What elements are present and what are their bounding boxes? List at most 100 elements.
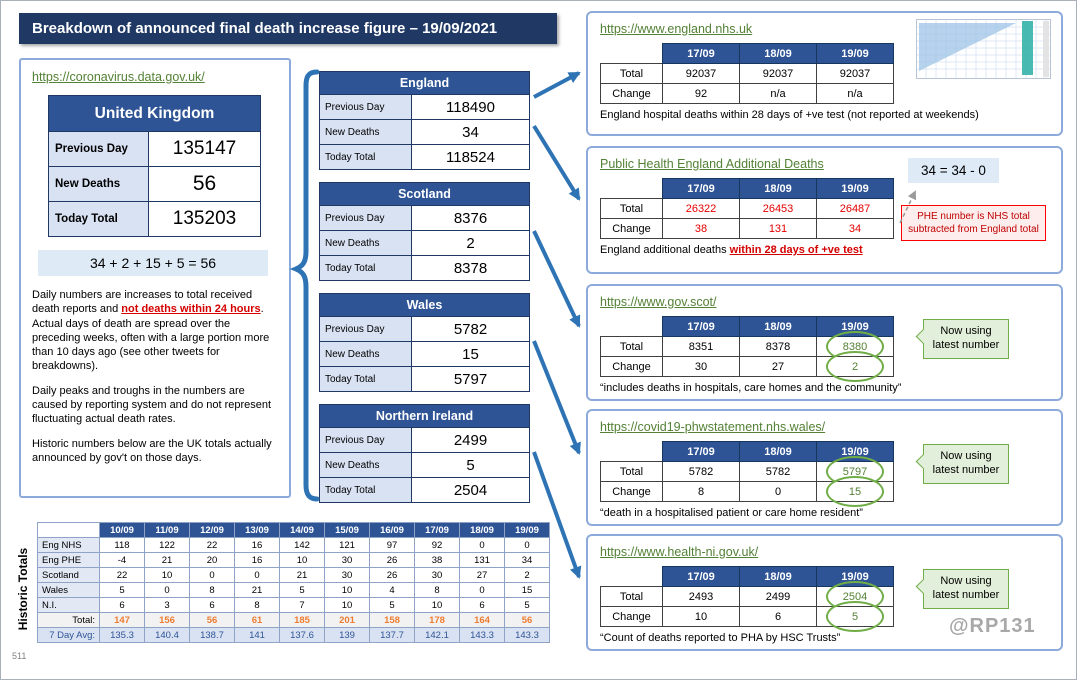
new-deaths-value: 5 xyxy=(466,456,475,474)
england-nhs-panel: https://www.england.nhs.uk 17/09 18/09 19/… xyxy=(586,11,1063,136)
value-cell: 139 xyxy=(324,627,370,643)
value-cell: 142.1 xyxy=(414,627,460,643)
row-label: Previous Day xyxy=(320,206,412,230)
explainer-paragraph-3: Historic numbers below are the UK totals… xyxy=(32,437,272,464)
value-cell: 8378 xyxy=(739,336,817,357)
circled-latest-value: 5 xyxy=(816,601,894,633)
value-cell: 5 xyxy=(504,597,550,613)
table-row: New Deaths 56 xyxy=(48,166,261,202)
value-cell: 2493 xyxy=(662,586,740,607)
value-cell: 5 xyxy=(279,582,325,598)
value-cell: 137.6 xyxy=(279,627,325,643)
value-cell: 92 xyxy=(662,83,740,104)
arrow-england-to-nhs xyxy=(533,71,581,99)
historic-row-eng-nhs: Eng NHS 118 122 22 16 142 121 97 92 0 0 xyxy=(37,537,550,553)
coronavirus-data-gov-uk-link[interactable]: https://coronavirus.data.gov.uk/ xyxy=(32,70,205,84)
date-header: 18/09 xyxy=(739,316,817,337)
value-cell: 34 xyxy=(504,552,550,568)
gov-scot-link[interactable]: https://www.gov.scot/ xyxy=(600,295,717,309)
value-cell: 135.3 xyxy=(99,627,145,643)
row-label: Today Total xyxy=(320,478,412,502)
value-cell: 92037 xyxy=(662,63,740,84)
row-label: Eng NHS xyxy=(37,537,100,553)
date-header: 19/09 xyxy=(816,316,894,337)
historic-table: 10/09 11/09 12/09 13/09 14/09 15/09 16/09 17/09… xyxy=(37,522,550,643)
table-row: Previous Day 135147 xyxy=(48,131,261,167)
value-cell: 6 xyxy=(99,597,145,613)
row-label: New Deaths xyxy=(320,231,412,255)
value-cell: 26322 xyxy=(662,198,740,219)
row-label: N.I. xyxy=(37,597,100,613)
value-cell: 8 xyxy=(414,582,460,598)
value-cell: 164 xyxy=(459,612,505,628)
total-row: Total 26322 26453 26487 xyxy=(600,198,894,219)
sum-formula-box: 34 + 2 + 15 + 5 = 56 xyxy=(38,250,268,276)
row-label: Today Total xyxy=(320,367,412,391)
value-cell: 21 xyxy=(234,582,280,598)
corner-cell xyxy=(37,522,100,538)
wales-table: Wales Previous Day 5782 New Deaths 15 Toda… xyxy=(319,293,530,392)
value-cell: 3 xyxy=(144,597,190,613)
health-ni-link[interactable]: https://www.health-ni.gov.uk/ xyxy=(600,545,759,559)
nhs-wales-link[interactable]: https://covid19-phwstatement.nhs.wales/ xyxy=(600,420,826,434)
arrow-england-to-phe xyxy=(532,124,581,201)
table-row: Today Total 5797 xyxy=(320,366,529,391)
text: . Actual days of death are spread over t… xyxy=(32,303,270,373)
date-header: 13/09 xyxy=(234,522,280,538)
today-total-value: 5797 xyxy=(453,370,488,388)
today-total-value: 2504 xyxy=(453,481,488,499)
date-header: 17/09 xyxy=(662,566,740,587)
row-label: Total xyxy=(600,198,663,219)
page-number: 511 xyxy=(12,651,27,661)
row-label: Wales xyxy=(37,582,100,598)
historic-row-scotland: Scotland 22 10 0 0 21 30 26 30 27 2 xyxy=(37,567,550,583)
circled-latest-value: 15 xyxy=(816,476,894,508)
value-cell: 10 xyxy=(279,552,325,568)
value-cell: 30 xyxy=(662,356,740,377)
table-row: United Kingdom xyxy=(48,95,261,132)
value-cell: 26 xyxy=(369,552,415,568)
latest-number-callout: Now using latest number xyxy=(923,444,1009,484)
country-name: Scotland xyxy=(320,183,529,205)
value-cell: 38 xyxy=(414,552,460,568)
panel-caption: “Count of deaths reported to PHA by HSC … xyxy=(600,632,841,644)
circled-latest-value: 5797 xyxy=(816,456,894,488)
england-nhs-link[interactable]: https://www.england.nhs.uk xyxy=(600,22,753,36)
row-label: Scotland xyxy=(37,567,100,583)
value-cell: 16 xyxy=(234,537,280,553)
england-table: England Previous Day 118490 New Deaths 34 … xyxy=(319,71,530,170)
panel-caption: England hospital deaths within 28 days o… xyxy=(600,109,979,121)
table-row: Today Total 118524 xyxy=(320,144,529,169)
row-label: New Deaths xyxy=(320,342,412,366)
value-cell: n/a xyxy=(816,83,894,104)
value-cell: 131 xyxy=(739,218,817,239)
date-header: 17/09 xyxy=(662,441,740,462)
row-label: Total xyxy=(600,461,663,482)
table-row: Today Total 2504 xyxy=(320,477,529,502)
uk-summary-panel: https://coronavirus.data.gov.uk/ United … xyxy=(19,58,291,498)
country-name: England xyxy=(320,72,529,94)
change-row: Change 92 n/a n/a xyxy=(600,83,894,104)
value-cell: n/a xyxy=(739,83,817,104)
date-header: 19/09 xyxy=(816,43,894,64)
value-cell: 178 xyxy=(414,612,460,628)
table-row: Today Total 8378 xyxy=(320,255,529,280)
england-nhs-table: 17/09 18/09 19/09 Total 92037 92037 92037 Cha… xyxy=(600,43,894,104)
phe-link[interactable]: Public Health England Additional Deaths xyxy=(600,157,824,171)
value-cell: 0 xyxy=(234,567,280,583)
date-header: 18/09 xyxy=(459,522,505,538)
row-label: Total: xyxy=(37,612,100,628)
red-emphasis-text: within 28 days of +ve test xyxy=(729,244,863,256)
value-cell: 0 xyxy=(144,582,190,598)
date-header: 12/09 xyxy=(189,522,235,538)
value-cell: 0 xyxy=(739,481,817,502)
panel-caption: England additional deaths within 28 days… xyxy=(600,244,1049,256)
date-header: 11/09 xyxy=(144,522,190,538)
date-header: 19/09 xyxy=(816,441,894,462)
table-row: 17/09 18/09 19/09 xyxy=(601,43,894,64)
value-cell: -4 xyxy=(99,552,145,568)
value-cell: 8 xyxy=(189,582,235,598)
value-cell: 7 xyxy=(279,597,325,613)
new-deaths-value: 15 xyxy=(462,345,479,363)
